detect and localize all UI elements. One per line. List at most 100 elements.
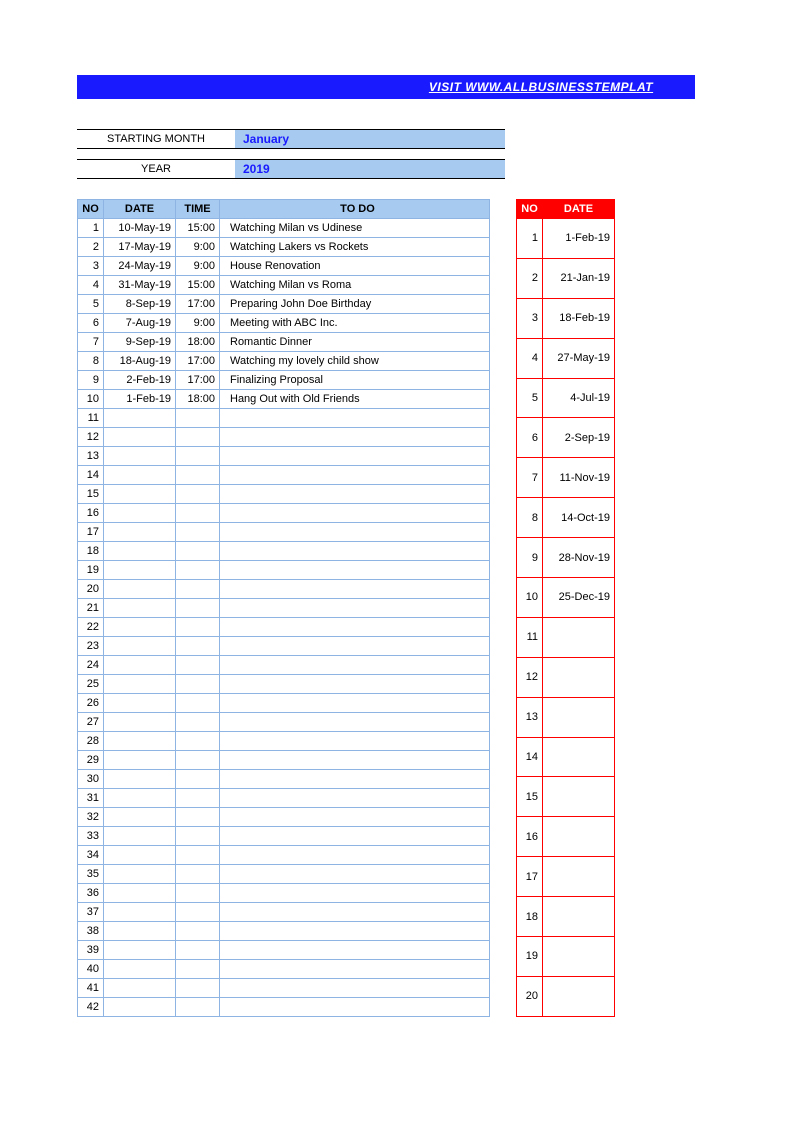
cell-todo[interactable] (220, 504, 490, 523)
cell-date[interactable] (104, 941, 176, 960)
cell-time[interactable]: 9:00 (176, 257, 220, 276)
table-row[interactable]: 41 (78, 979, 490, 998)
table-row[interactable]: 29 (78, 751, 490, 770)
cell-date[interactable]: 10-May-19 (104, 219, 176, 238)
table-row[interactable]: 20 (78, 580, 490, 599)
table-row[interactable]: 54-Jul-19 (517, 378, 615, 418)
cell-date[interactable]: 2-Feb-19 (104, 371, 176, 390)
table-row[interactable]: 25 (78, 675, 490, 694)
cell-time[interactable]: 15:00 (176, 276, 220, 295)
table-row[interactable]: 19 (517, 937, 615, 977)
cell-date[interactable] (543, 657, 615, 697)
cell-date[interactable] (104, 922, 176, 941)
cell-time[interactable] (176, 523, 220, 542)
cell-time[interactable]: 15:00 (176, 219, 220, 238)
table-row[interactable]: 33 (78, 827, 490, 846)
cell-date[interactable] (104, 998, 176, 1017)
table-row[interactable]: 67-Aug-199:00Meeting with ABC Inc. (78, 314, 490, 333)
cell-time[interactable] (176, 409, 220, 428)
cell-date[interactable] (104, 808, 176, 827)
cell-date[interactable] (543, 937, 615, 977)
cell-todo[interactable]: Finalizing Proposal (220, 371, 490, 390)
table-row[interactable]: 15 (517, 777, 615, 817)
table-row[interactable]: 21 (78, 599, 490, 618)
cell-date[interactable]: 18-Feb-19 (543, 298, 615, 338)
cell-no[interactable]: 3 (517, 298, 543, 338)
cell-no[interactable]: 17 (78, 523, 104, 542)
cell-date[interactable]: 21-Jan-19 (543, 258, 615, 298)
cell-date[interactable] (543, 697, 615, 737)
starting-month-value[interactable]: January (235, 129, 505, 149)
cell-todo[interactable] (220, 903, 490, 922)
cell-date[interactable] (104, 694, 176, 713)
table-row[interactable]: 16 (78, 504, 490, 523)
cell-time[interactable] (176, 675, 220, 694)
cell-no[interactable]: 23 (78, 637, 104, 656)
cell-date[interactable] (543, 777, 615, 817)
cell-no[interactable]: 21 (78, 599, 104, 618)
table-row[interactable]: 11-Feb-19 (517, 219, 615, 259)
cell-time[interactable] (176, 979, 220, 998)
table-row[interactable]: 20 (517, 976, 615, 1016)
cell-no[interactable]: 6 (78, 314, 104, 333)
cell-no[interactable]: 25 (78, 675, 104, 694)
cell-date[interactable] (104, 618, 176, 637)
cell-todo[interactable] (220, 770, 490, 789)
cell-no[interactable]: 5 (78, 295, 104, 314)
cell-no[interactable]: 2 (517, 258, 543, 298)
cell-time[interactable] (176, 428, 220, 447)
cell-date[interactable] (104, 599, 176, 618)
cell-time[interactable] (176, 504, 220, 523)
cell-no[interactable]: 39 (78, 941, 104, 960)
cell-date[interactable]: 24-May-19 (104, 257, 176, 276)
cell-todo[interactable]: Watching Milan vs Roma (220, 276, 490, 295)
cell-date[interactable] (543, 976, 615, 1016)
cell-time[interactable] (176, 884, 220, 903)
cell-time[interactable] (176, 542, 220, 561)
cell-todo[interactable] (220, 656, 490, 675)
cell-time[interactable] (176, 637, 220, 656)
table-row[interactable]: 13 (517, 697, 615, 737)
cell-no[interactable]: 15 (517, 777, 543, 817)
cell-date[interactable] (104, 485, 176, 504)
cell-time[interactable] (176, 466, 220, 485)
cell-no[interactable]: 41 (78, 979, 104, 998)
cell-no[interactable]: 37 (78, 903, 104, 922)
cell-no[interactable]: 32 (78, 808, 104, 827)
cell-no[interactable]: 5 (517, 378, 543, 418)
cell-time[interactable] (176, 732, 220, 751)
cell-todo[interactable] (220, 599, 490, 618)
cell-no[interactable]: 28 (78, 732, 104, 751)
cell-no[interactable]: 7 (517, 458, 543, 498)
cell-time[interactable] (176, 846, 220, 865)
cell-date[interactable] (104, 637, 176, 656)
cell-time[interactable] (176, 789, 220, 808)
cell-time[interactable] (176, 599, 220, 618)
table-row[interactable]: 37 (78, 903, 490, 922)
cell-date[interactable]: 31-May-19 (104, 276, 176, 295)
cell-time[interactable]: 17:00 (176, 295, 220, 314)
cell-date[interactable] (104, 675, 176, 694)
cell-no[interactable]: 30 (78, 770, 104, 789)
cell-no[interactable]: 2 (78, 238, 104, 257)
cell-no[interactable]: 34 (78, 846, 104, 865)
table-row[interactable]: 23 (78, 637, 490, 656)
cell-no[interactable]: 18 (78, 542, 104, 561)
cell-date[interactable] (104, 827, 176, 846)
cell-date[interactable] (104, 732, 176, 751)
cell-todo[interactable] (220, 580, 490, 599)
cell-todo[interactable]: House Renovation (220, 257, 490, 276)
table-row[interactable]: 11 (517, 617, 615, 657)
cell-date[interactable] (104, 865, 176, 884)
table-row[interactable]: 19 (78, 561, 490, 580)
cell-date[interactable] (104, 523, 176, 542)
cell-todo[interactable] (220, 751, 490, 770)
table-row[interactable]: 928-Nov-19 (517, 538, 615, 578)
cell-no[interactable]: 29 (78, 751, 104, 770)
cell-no[interactable]: 20 (78, 580, 104, 599)
cell-time[interactable] (176, 694, 220, 713)
table-row[interactable]: 324-May-199:00House Renovation (78, 257, 490, 276)
cell-no[interactable]: 18 (517, 897, 543, 937)
cell-todo[interactable] (220, 523, 490, 542)
cell-date[interactable]: 1-Feb-19 (104, 390, 176, 409)
